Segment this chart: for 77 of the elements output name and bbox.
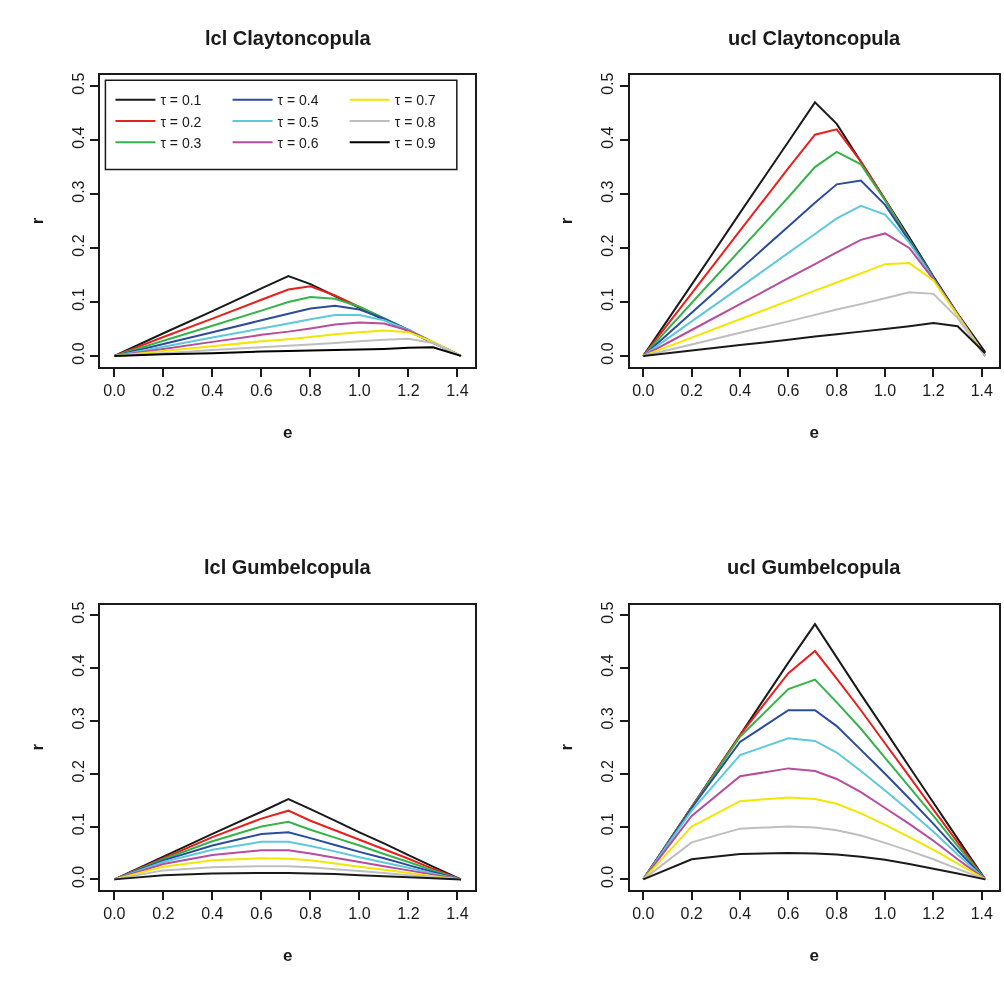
x-tick-label: 0.6 [250,381,273,399]
y-tick-label: 0.2 [599,234,617,257]
legend-label: τ = 0.1 [160,92,202,109]
x-tick-label: 0.0 [103,381,126,399]
x-tick-label: 0.6 [777,905,800,923]
y-axis-title: r [28,217,48,225]
legend-label: τ = 0.4 [277,92,319,109]
x-tick-label: 0.2 [152,905,175,923]
y-tick-label: 0.0 [70,342,87,365]
y-tick-label: 0.1 [70,812,87,836]
y-tick-label: 0.5 [70,72,87,95]
y-tick-label: 0.1 [599,812,617,836]
y-tick-label: 0.2 [599,760,617,783]
x-tick-label: 1.4 [970,381,994,399]
x-axis-title: e [809,422,819,442]
x-tick-label: 1.2 [922,381,945,399]
x-tick-label: 1.0 [348,905,371,923]
y-tick-label: 0.3 [599,180,617,203]
y-axis-title: r [28,743,48,751]
x-tick-label: 1.4 [446,905,469,923]
x-tick-label: 0.4 [728,905,752,923]
y-tick-label: 0.2 [70,760,87,783]
legend-label: τ = 0.3 [160,134,202,151]
x-tick-label: 0.8 [825,381,848,399]
y-tick-label: 0.2 [70,234,87,257]
x-tick-label: 1.4 [970,905,994,923]
x-tick-label: 1.2 [922,905,945,923]
y-tick-label: 0.5 [70,601,87,624]
x-tick-label: 1.4 [446,381,469,399]
y-axis-title: r [557,743,577,751]
x-tick-label: 0.2 [680,905,703,923]
x-tick-label: 0.0 [632,381,655,399]
x-axis-title: e [282,946,293,966]
y-tick-label: 0.3 [70,180,87,203]
x-tick-label: 1.0 [348,381,371,399]
x-tick-label: 0.6 [250,905,273,923]
y-tick-label: 0.0 [599,342,617,365]
legend-label: τ = 0.8 [394,113,436,130]
legend-label: τ = 0.2 [160,113,202,130]
chart-title: lcl Gumbelcopula [204,556,372,578]
y-tick-label: 0.4 [599,126,617,149]
y-axis-title: r [557,217,577,225]
y-tick-label: 0.4 [70,126,87,149]
legend-label: τ = 0.5 [277,113,319,130]
y-tick-label: 0.3 [599,707,617,730]
x-tick-label: 0.2 [680,381,703,399]
y-tick-label: 0.0 [599,865,617,889]
y-tick-label: 0.4 [599,654,617,677]
x-tick-label: 0.0 [632,905,655,923]
x-tick-label: 0.8 [299,381,322,399]
x-tick-label: 0.2 [152,381,175,399]
x-tick-label: 0.4 [728,381,752,399]
x-tick-label: 0.8 [825,905,848,923]
chart-title: ucl Gumbelcopula [727,556,902,578]
chart-title: ucl Claytoncopula [728,27,902,49]
legend-label: τ = 0.9 [394,134,436,151]
x-tick-label: 1.0 [873,905,897,923]
y-tick-label: 0.0 [70,865,87,889]
y-tick-label: 0.5 [599,601,617,624]
legend-label: τ = 0.6 [277,134,319,151]
x-tick-label: 0.8 [299,905,322,923]
y-tick-label: 0.4 [70,654,87,677]
chart-title: lcl Claytoncopula [205,27,372,49]
y-tick-label: 0.1 [70,288,87,311]
x-tick-label: 1.2 [397,381,420,399]
y-tick-label: 0.1 [599,288,617,311]
legend-label: τ = 0.7 [394,92,436,109]
x-tick-label: 0.0 [103,905,126,923]
x-tick-label: 1.2 [397,905,420,923]
y-tick-label: 0.5 [599,72,617,95]
x-axis-title: e [809,946,819,966]
x-tick-label: 1.0 [873,381,897,399]
y-tick-label: 0.3 [70,707,87,730]
x-tick-label: 0.6 [777,381,800,399]
x-tick-label: 0.4 [201,905,224,923]
x-tick-label: 0.4 [201,381,224,399]
x-axis-title: e [282,422,293,442]
